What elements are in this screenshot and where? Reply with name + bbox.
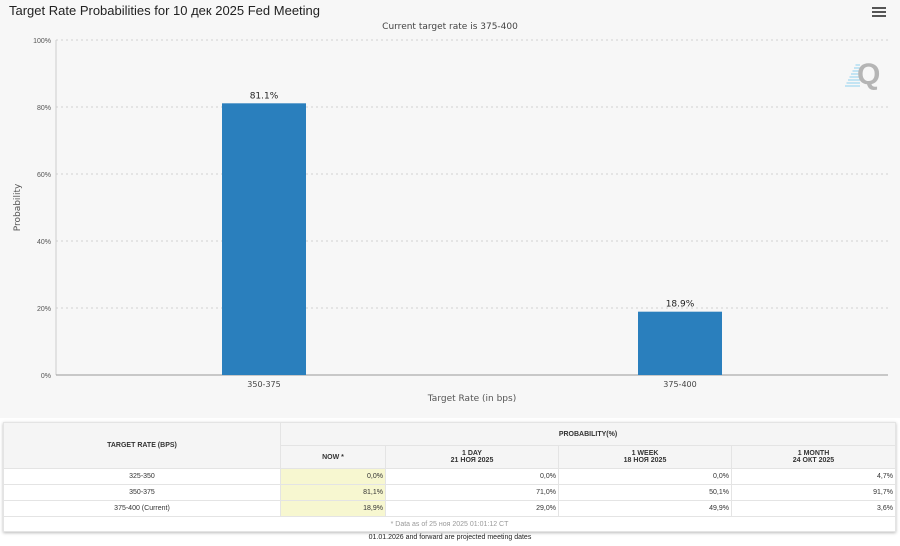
now-cell: 0,0%	[280, 468, 386, 485]
rate-cell: 325-350	[3, 468, 281, 485]
table-row: 325-350 0,0% 0,0% 0,0% 4,7%	[3, 468, 896, 485]
y-tick-label: 20%	[37, 306, 51, 313]
y-axis-title: Probability	[13, 183, 23, 231]
month-cell: 4,7%	[731, 468, 896, 485]
rate-cell: 375-400 (Current)	[3, 500, 281, 517]
day-cell: 0,0%	[385, 468, 559, 485]
quikstrike-q-logo-icon: Q	[857, 58, 880, 91]
hamburger-menu-icon[interactable]	[872, 7, 886, 19]
chart-subtitle: Current target rate is 375-400	[382, 22, 518, 32]
month-cell: 3,6%	[731, 500, 896, 517]
rate-cell: 350-375	[3, 484, 281, 501]
x-tick-label: 350-375	[247, 380, 280, 389]
table-footnote: * Data as of 25 ноя 2025 01:01:12 CT	[3, 516, 896, 532]
chart-title: Target Rate Probabilities for 10 дек 202…	[9, 3, 321, 18]
now-cell: 18,9%	[280, 500, 386, 517]
sub-header-1week: 1 WEEK 18 НОЯ 2025	[558, 445, 732, 469]
sub-header-1day: 1 DAY 21 НОЯ 2025	[385, 445, 559, 469]
day-cell: 29,0%	[385, 500, 559, 517]
y-tick-label: 100%	[33, 38, 51, 45]
y-tick-label: 80%	[37, 105, 51, 112]
projected-dates-note: 01.01.2026 and forward are projected mee…	[368, 534, 532, 541]
sub-header-now: NOW *	[280, 445, 386, 469]
probability-table: TARGET RATE (BPS) PROBABILITY(%) NOW * 1…	[3, 422, 896, 532]
month-cell: 91,7%	[731, 484, 896, 501]
data-label: 81.1%	[250, 91, 279, 101]
x-tick-label: 375-400	[663, 380, 696, 389]
col-header-rate: TARGET RATE (BPS)	[3, 422, 281, 469]
week-cell: 50,1%	[558, 484, 732, 501]
now-cell: 81,1%	[280, 484, 386, 501]
data-label: 18.9%	[666, 300, 695, 310]
chart-area: Target Rate Probabilities for 10 дек 202…	[9, 3, 888, 404]
day-cell: 71,0%	[385, 484, 559, 501]
sub-header-1month: 1 MONTH 24 ОКТ 2025	[731, 445, 896, 469]
week-cell: 0,0%	[558, 468, 732, 485]
group-header-probability: PROBABILITY(%)	[280, 422, 896, 446]
week-cell: 49,9%	[558, 500, 732, 517]
bar	[222, 103, 306, 375]
bar	[638, 311, 722, 375]
table-row: 375-400 (Current) 18,9% 29,0% 49,9% 3,6%	[3, 500, 896, 517]
y-tick-label: 40%	[37, 239, 51, 246]
x-axis-title: Target Rate (in bps)	[427, 394, 516, 404]
table-row: 350-375 81,1% 71,0% 50,1% 91,7%	[3, 484, 896, 501]
y-tick-label: 60%	[37, 172, 51, 179]
y-tick-label: 0%	[41, 373, 51, 380]
chart-svg: Current target rate is 375-400 0% 20% 40% 60…	[13, 22, 888, 404]
